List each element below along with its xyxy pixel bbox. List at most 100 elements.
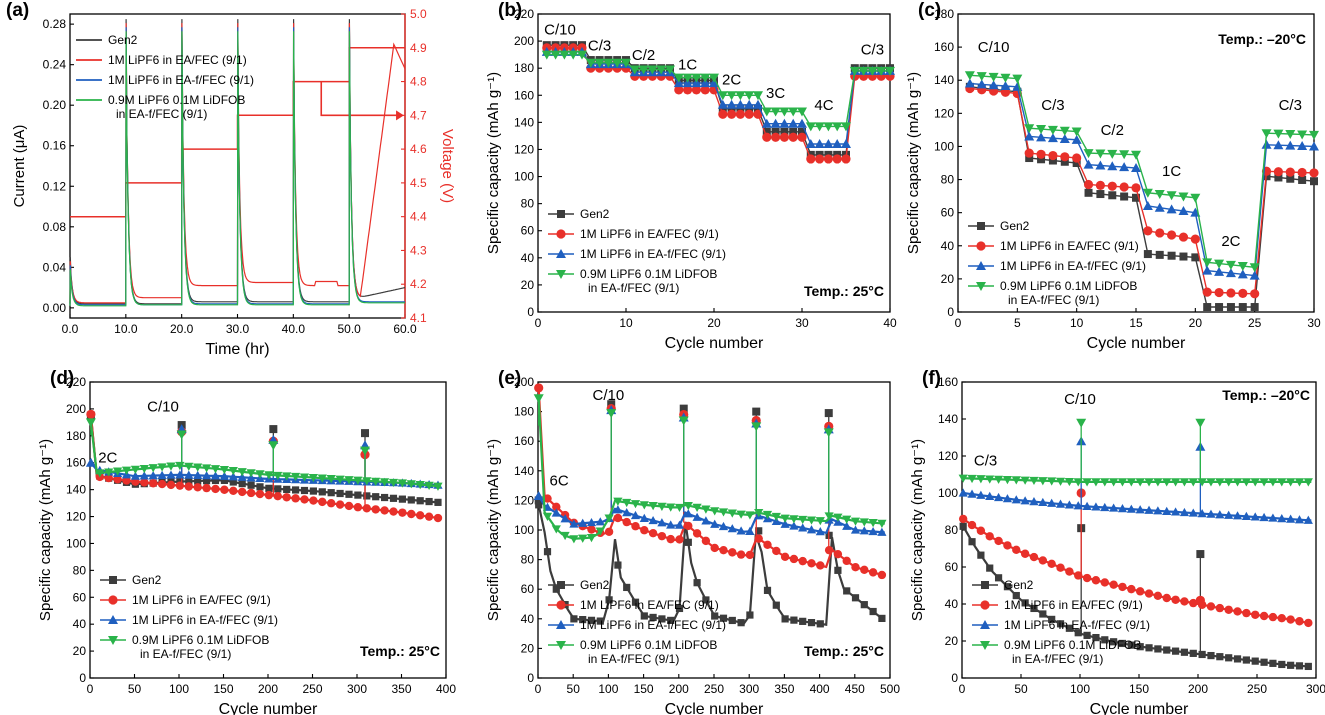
data-point — [841, 154, 851, 164]
data-point — [1153, 506, 1163, 515]
data-point — [424, 481, 434, 491]
data-point — [726, 99, 737, 109]
data-point — [1215, 303, 1224, 312]
rate-label: 6C — [550, 473, 569, 490]
data-point — [1072, 159, 1081, 167]
data-point — [1206, 509, 1216, 518]
spike-point — [361, 429, 370, 438]
data-point — [605, 596, 613, 604]
data-point — [1132, 193, 1140, 202]
data-point — [727, 524, 737, 533]
rate-label: C/10 — [1064, 391, 1096, 408]
data-point — [140, 478, 149, 487]
data-point — [1135, 587, 1145, 596]
data-point — [648, 528, 658, 538]
data-point — [868, 519, 878, 528]
legend-label: 1M LiPF6 in EA-f/FEC (9/1) — [108, 73, 254, 87]
data-point — [717, 99, 728, 109]
data-point — [552, 585, 560, 593]
data-point — [1154, 190, 1165, 200]
data-point — [994, 574, 1003, 582]
y-tick-label: 40 — [945, 597, 959, 611]
data-point — [789, 127, 798, 136]
data-point — [623, 583, 631, 592]
legend-marker — [980, 600, 990, 610]
data-point — [815, 154, 825, 164]
data-point — [1047, 559, 1056, 569]
x-tick-label: 200 — [669, 682, 689, 696]
data-point — [380, 506, 389, 515]
data-point — [1064, 477, 1074, 487]
y-tick-label: 100 — [514, 523, 534, 537]
data-point — [1162, 506, 1172, 515]
spike-point — [1195, 418, 1206, 428]
data-point — [1153, 478, 1163, 487]
data-point — [407, 496, 415, 504]
data-point — [718, 508, 729, 517]
x-tick-label: 300 — [347, 682, 367, 696]
data-point — [157, 479, 167, 489]
data-point — [859, 518, 869, 527]
data-point — [184, 470, 194, 479]
data-point — [1251, 657, 1259, 665]
rate-label: 4C — [814, 97, 833, 114]
legend-marker — [976, 282, 986, 291]
data-point — [1048, 150, 1058, 161]
data-point — [1295, 617, 1304, 626]
data-point — [700, 85, 710, 95]
data-point — [1232, 511, 1243, 520]
data-point — [318, 488, 326, 496]
data-point — [273, 471, 283, 481]
data-point — [859, 526, 869, 535]
data-point — [1003, 583, 1012, 591]
data-point — [876, 66, 887, 76]
data-point — [551, 525, 561, 534]
data-point — [630, 500, 641, 509]
x-tick-label: 150 — [634, 682, 654, 696]
data-point — [682, 73, 693, 83]
x-tick-label: 40 — [883, 316, 897, 330]
data-point — [1117, 478, 1128, 487]
data-point — [1083, 149, 1094, 159]
data-point — [666, 534, 675, 544]
data-point — [621, 58, 631, 68]
legend-label: 0.9M LiPF6 0.1M LiDFOB — [108, 93, 245, 107]
legend-entry-gen2: Gen2 — [100, 573, 162, 587]
data-point — [318, 497, 327, 507]
data-point — [1238, 303, 1247, 312]
data-point — [700, 73, 711, 83]
spike-point — [269, 425, 278, 434]
data-point — [770, 107, 781, 117]
data-point — [806, 525, 817, 534]
data-point — [1268, 612, 1278, 622]
y-tick-label: 0.08 — [43, 220, 67, 234]
y-tick-label: 0 — [947, 305, 954, 319]
data-point — [595, 527, 605, 536]
legend-marker — [556, 270, 566, 279]
series-line-3 — [537, 398, 885, 540]
data-point — [1065, 567, 1074, 576]
data-point — [1249, 270, 1260, 280]
data-point — [964, 78, 975, 88]
data-point — [121, 466, 132, 475]
data-point — [622, 498, 632, 508]
y-tick-label: 60 — [941, 206, 955, 220]
data-point — [1154, 202, 1165, 212]
data-point — [1011, 495, 1021, 504]
data-point — [746, 611, 754, 619]
spike-point — [824, 409, 833, 418]
data-point — [194, 477, 202, 485]
data-point — [1155, 250, 1164, 259]
data-point — [1170, 507, 1181, 516]
y-tick-label: 160 — [514, 88, 534, 102]
data-point — [612, 58, 623, 68]
data-point — [959, 522, 967, 530]
data-point — [701, 505, 711, 514]
x-tick-label: 250 — [302, 682, 322, 696]
data-point — [1003, 541, 1012, 550]
data-point — [761, 118, 772, 128]
legend-entry-gen2: Gen2 — [76, 33, 138, 47]
data-point — [1202, 265, 1213, 275]
data-point — [1259, 611, 1269, 621]
data-point — [816, 561, 825, 570]
